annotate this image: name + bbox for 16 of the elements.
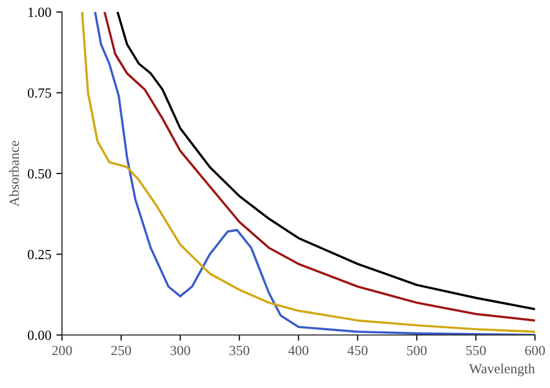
y-axis-title: Absorbance (9, 140, 19, 207)
x-tick-label: 600 (525, 346, 545, 356)
y-tick-label: 0.25 (28, 250, 52, 260)
x-tick-label: 500 (407, 346, 427, 356)
x-tick-label: 400 (288, 346, 308, 356)
y-tick-label: 1.00 (28, 8, 52, 18)
x-tick-label: 250 (111, 346, 132, 356)
x-axis-title: Wavelength (469, 364, 535, 376)
x-tick-label: 450 (347, 346, 368, 356)
y-tick-label: 0.75 (28, 88, 52, 98)
x-tick-label: 200 (52, 346, 72, 356)
y-tick-label: 0.50 (28, 169, 52, 179)
x-tick-label: 300 (170, 346, 190, 356)
x-tick-label: 350 (230, 346, 250, 356)
x-tick-label: 550 (466, 346, 486, 356)
y-tick-label: 0.00 (28, 330, 52, 340)
